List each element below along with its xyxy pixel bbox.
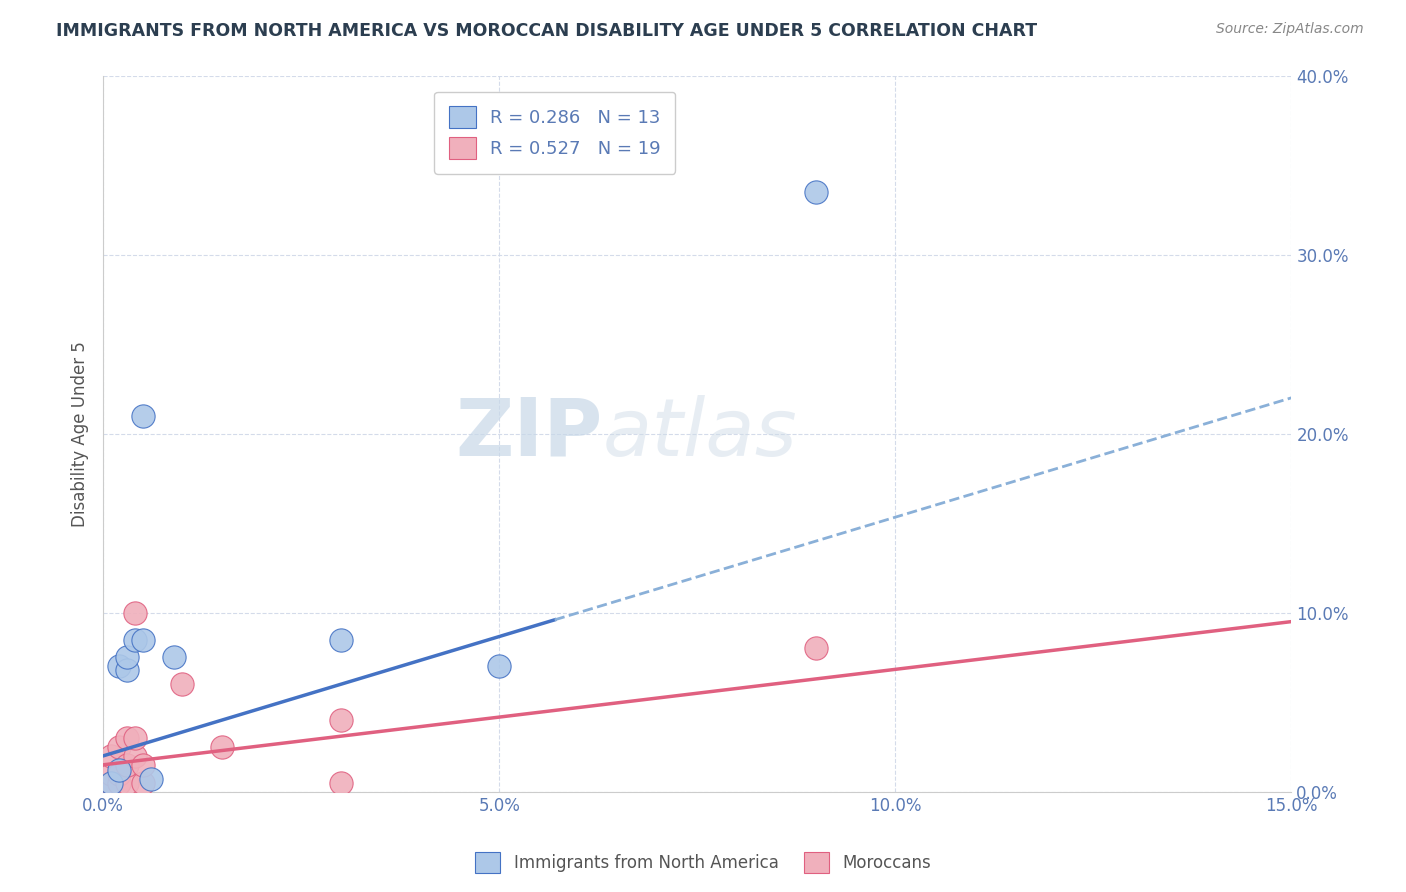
Text: atlas: atlas <box>602 394 797 473</box>
Point <box>108 659 131 673</box>
Point <box>124 731 146 745</box>
Text: Source: ZipAtlas.com: Source: ZipAtlas.com <box>1216 22 1364 37</box>
Point <box>115 731 138 745</box>
Point <box>108 763 131 777</box>
Point <box>132 409 155 423</box>
Point <box>108 776 131 790</box>
Point <box>100 748 122 763</box>
Point <box>115 776 138 790</box>
Point <box>804 185 827 199</box>
Point <box>211 739 233 754</box>
Point <box>108 739 131 754</box>
Point <box>163 650 186 665</box>
Point <box>108 766 131 780</box>
Point <box>132 757 155 772</box>
Text: IMMIGRANTS FROM NORTH AMERICA VS MOROCCAN DISABILITY AGE UNDER 5 CORRELATION CHA: IMMIGRANTS FROM NORTH AMERICA VS MOROCCA… <box>56 22 1038 40</box>
Text: ZIP: ZIP <box>456 394 602 473</box>
Point <box>132 776 155 790</box>
Point <box>488 659 510 673</box>
Point <box>139 772 162 787</box>
Point <box>115 663 138 677</box>
Y-axis label: Disability Age Under 5: Disability Age Under 5 <box>72 341 89 526</box>
Point <box>124 748 146 763</box>
Point <box>329 776 352 790</box>
Point <box>132 632 155 647</box>
Point <box>124 606 146 620</box>
Point <box>115 650 138 665</box>
Point <box>100 776 122 790</box>
Legend: Immigrants from North America, Moroccans: Immigrants from North America, Moroccans <box>468 846 938 880</box>
Point <box>172 677 194 691</box>
Point <box>124 632 146 647</box>
Point <box>329 632 352 647</box>
Point <box>804 641 827 656</box>
Point <box>329 713 352 727</box>
Point <box>100 776 122 790</box>
Point <box>115 757 138 772</box>
Point <box>100 766 122 780</box>
Legend: R = 0.286   N = 13, R = 0.527   N = 19: R = 0.286 N = 13, R = 0.527 N = 19 <box>434 92 675 174</box>
